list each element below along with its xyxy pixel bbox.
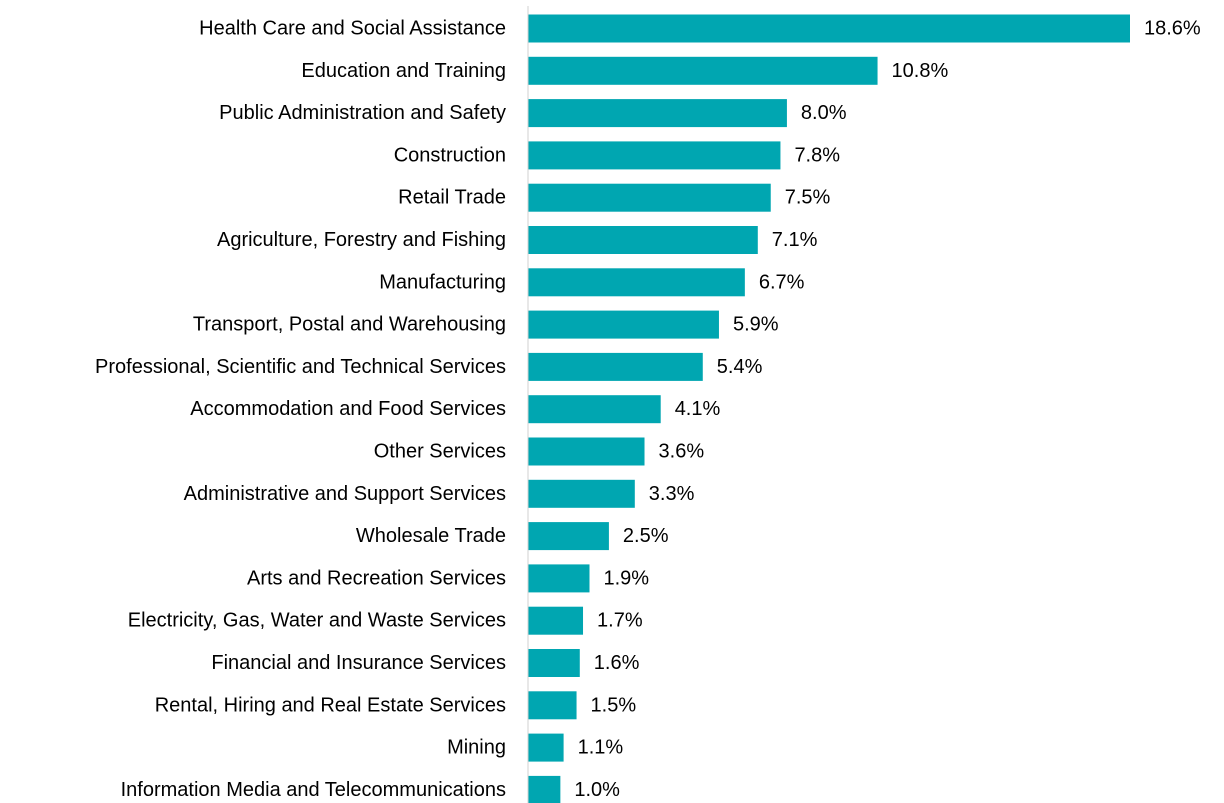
value-label: 5.4% (717, 356, 763, 378)
value-label: 1.1% (578, 737, 624, 759)
value-labels-group: 18.6% 10.8% 8.0% 7.8% 7.5% 7.1% 6.7% 5.9% 5.4% 4.… (574, 18, 1201, 801)
bar (528, 606, 584, 635)
value-label: 1.7% (597, 610, 643, 632)
bars-group (528, 14, 1130, 803)
value-label: 1.5% (591, 694, 637, 716)
value-label: 7.5% (785, 187, 831, 209)
bar (528, 775, 561, 803)
bar (528, 141, 781, 170)
bar (528, 733, 564, 762)
bar (528, 395, 661, 424)
category-label: Transport, Postal and Warehousing (193, 314, 506, 336)
category-label: Information Media and Telecommunications (121, 779, 506, 801)
bar (528, 352, 703, 381)
category-label: Mining (447, 737, 506, 759)
bar (528, 649, 580, 677)
value-label: 3.6% (659, 441, 705, 463)
bar (528, 310, 719, 339)
value-label: 8.0% (801, 102, 847, 124)
value-label: 3.3% (649, 483, 695, 505)
category-label: Arts and Recreation Services (247, 567, 506, 589)
category-label: Electricity, Gas, Water and Waste Servic… (128, 610, 506, 632)
value-label: 6.7% (759, 271, 805, 293)
category-label: Other Services (374, 441, 506, 463)
category-label: Education and Training (301, 60, 506, 82)
bar (528, 99, 787, 128)
category-label: Retail Trade (398, 187, 506, 209)
value-label: 7.8% (794, 144, 840, 166)
bar (528, 691, 577, 720)
category-label: Financial and Insurance Services (211, 652, 506, 674)
category-label: Accommodation and Food Services (190, 398, 506, 420)
category-label: Wholesale Trade (356, 525, 506, 547)
category-label: Rental, Hiring and Real Estate Services (155, 694, 506, 716)
bar (528, 437, 645, 466)
bar (528, 564, 590, 593)
category-label: Public Administration and Safety (219, 102, 506, 124)
bar (528, 183, 771, 212)
value-label: 5.9% (733, 314, 779, 336)
bar (528, 226, 758, 254)
value-label: 10.8% (892, 60, 949, 82)
value-label: 1.0% (574, 779, 620, 801)
bar (528, 56, 878, 85)
bar (528, 522, 609, 551)
category-label: Construction (394, 144, 506, 166)
bar (528, 14, 1130, 43)
category-label: Health Care and Social Assistance (199, 18, 506, 40)
value-label: 1.6% (594, 652, 640, 674)
value-label: 4.1% (675, 398, 721, 420)
category-labels-group: Health Care and Social Assistance Educati… (95, 18, 506, 801)
category-label: Manufacturing (379, 271, 506, 293)
bar (528, 479, 635, 508)
value-label: 2.5% (623, 525, 669, 547)
value-label: 7.1% (772, 229, 818, 251)
category-label: Professional, Scientific and Technical S… (95, 356, 506, 378)
category-label: Administrative and Support Services (184, 483, 506, 505)
category-label: Agriculture, Forestry and Fishing (217, 229, 506, 251)
bar (528, 268, 745, 297)
value-label: 1.9% (603, 567, 649, 589)
value-label: 18.6% (1144, 18, 1201, 40)
